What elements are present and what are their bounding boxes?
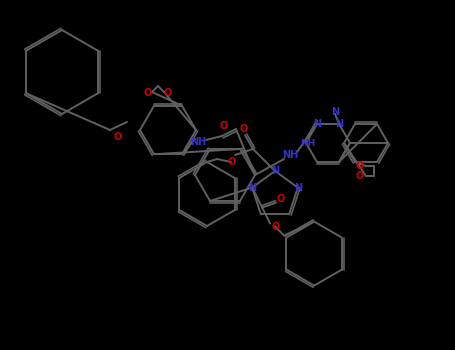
Text: O: O (144, 88, 152, 98)
Text: N: N (271, 166, 279, 176)
Text: O: O (276, 194, 284, 204)
Text: N: N (313, 119, 321, 129)
Text: N: N (294, 183, 302, 193)
Text: N: N (331, 107, 339, 117)
Text: O: O (114, 132, 122, 142)
Text: O: O (356, 171, 364, 181)
Text: O: O (164, 88, 172, 98)
Text: O: O (240, 124, 248, 134)
Text: N: N (248, 183, 256, 193)
Text: N: N (335, 119, 343, 129)
Text: NH: NH (282, 150, 298, 160)
Text: NH: NH (190, 137, 206, 147)
Text: NH: NH (300, 139, 316, 147)
Text: O: O (220, 121, 228, 131)
Text: O: O (356, 161, 364, 171)
Text: O: O (271, 222, 279, 232)
Text: O: O (228, 157, 236, 167)
